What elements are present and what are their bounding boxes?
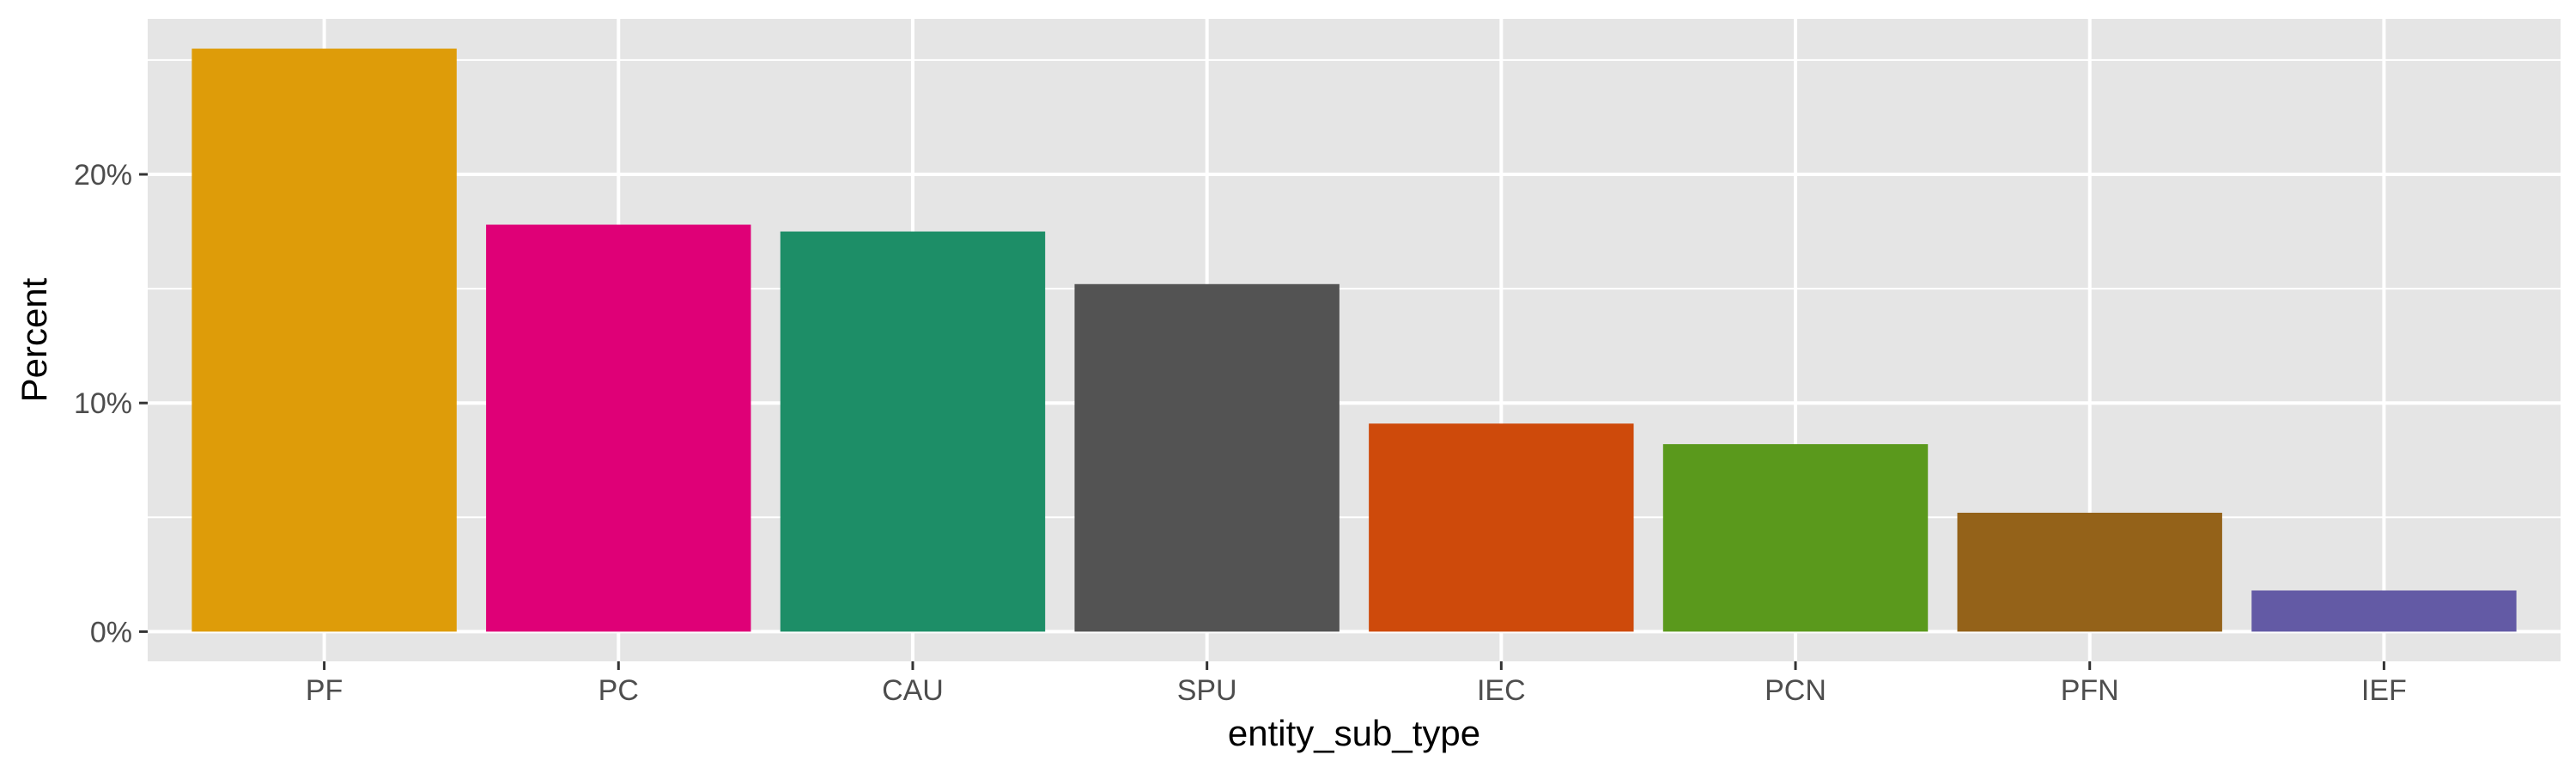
bar-pc — [486, 224, 751, 632]
y-axis-title: Percent — [14, 277, 54, 402]
y-tick-label: 0% — [90, 616, 132, 648]
bar-ief — [2251, 590, 2517, 632]
x-axis-title: entity_sub_type — [1228, 713, 1480, 753]
x-tick-label: SPU — [1177, 674, 1237, 707]
x-tick-label: IEC — [1477, 674, 1526, 707]
x-tick-label: PCN — [1765, 674, 1826, 707]
bar-pfn — [1957, 512, 2222, 632]
bar-iec — [1369, 423, 1634, 632]
bar-pcn — [1662, 444, 1929, 632]
x-tick-label: PF — [306, 674, 343, 707]
x-tick-label: PC — [598, 674, 639, 707]
x-tick-label: PFN — [2061, 674, 2119, 707]
y-tick-label: 10% — [74, 387, 132, 420]
bar-spu — [1074, 283, 1340, 632]
x-tick-label: CAU — [882, 674, 944, 707]
x-axis: PF PC CAU SPU IEC PCN PFN IEF — [306, 661, 2407, 707]
bar-cau — [780, 231, 1046, 632]
x-tick-label: IEF — [2361, 674, 2407, 707]
y-tick-label: 20% — [74, 159, 132, 192]
y-axis: 0% 10% 20% — [74, 159, 148, 648]
bar-pf — [191, 48, 457, 632]
bars-group — [191, 48, 2517, 632]
